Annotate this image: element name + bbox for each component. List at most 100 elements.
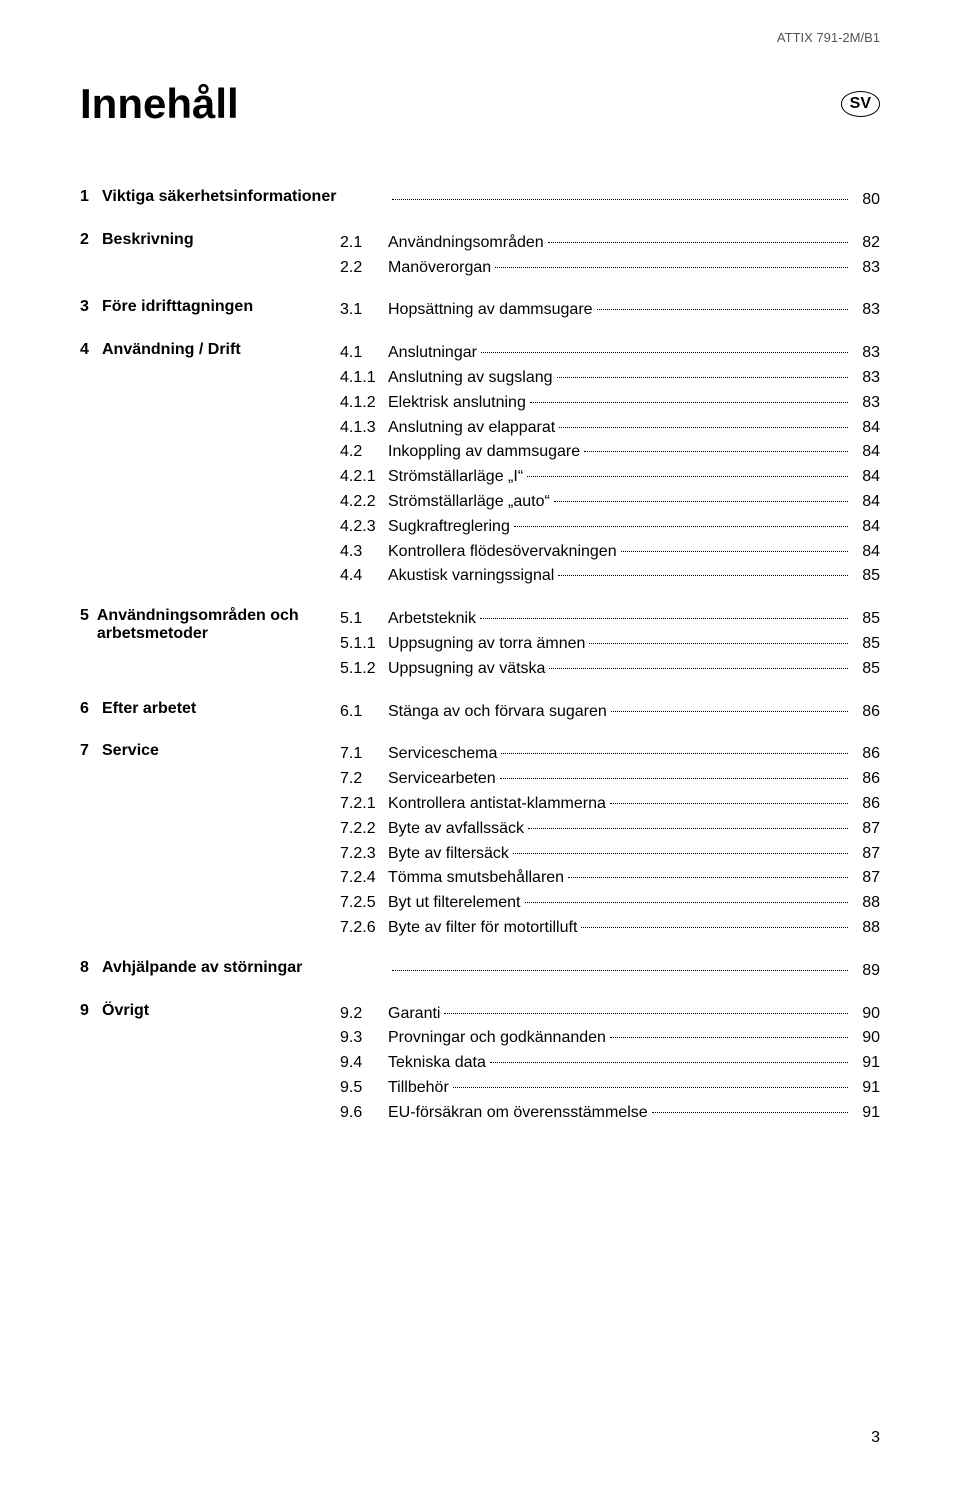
entry-page: 88 <box>852 891 880 916</box>
toc-entry: 4.1Anslutningar83 <box>340 341 880 366</box>
section-entries: 5.1Arbetsteknik855.1.1Uppsugning av torr… <box>340 607 880 681</box>
toc-entry: 6.1Stänga av och förvara sugaren86 <box>340 700 880 725</box>
entry-text: Byte av avfallssäck <box>388 817 524 842</box>
entry-text: Sugkraftreglering <box>388 515 510 540</box>
section-left: 4Användning / Drift <box>80 341 340 359</box>
section-entries: 4.1Anslutningar834.1.1Anslutning av sugs… <box>340 341 880 589</box>
entry-page: 89 <box>852 959 880 984</box>
toc-section: 5Användningsområden och arbetsmetoder5.1… <box>80 607 880 681</box>
entry-page: 90 <box>852 1026 880 1051</box>
entry-number: 9.3 <box>340 1026 388 1051</box>
dot-leader <box>501 753 848 754</box>
entry-number: 4.2.2 <box>340 490 388 515</box>
toc-entry: 4.1.2Elektrisk anslutning83 <box>340 391 880 416</box>
dot-leader <box>581 927 848 928</box>
language-badge: SV <box>841 91 880 116</box>
entry-page: 90 <box>852 1002 880 1027</box>
entry-text: Provningar och godkännanden <box>388 1026 606 1051</box>
entry-page: 85 <box>852 564 880 589</box>
section-left: 2Beskrivning <box>80 231 340 249</box>
toc-section: 6Efter arbetet6.1Stänga av och förvara s… <box>80 700 880 725</box>
entry-number: 2.1 <box>340 231 388 256</box>
toc-entry: 9.3Provningar och godkännanden 90 <box>340 1026 880 1051</box>
section-number: 8 <box>80 959 102 977</box>
dot-leader <box>495 267 848 268</box>
entry-number: 9.6 <box>340 1101 388 1126</box>
entry-page: 85 <box>852 657 880 682</box>
entry-text: Elektrisk anslutning <box>388 391 526 416</box>
entry-number: 4.2.1 <box>340 465 388 490</box>
section-title: Före idrifttagningen <box>102 298 253 316</box>
dot-leader <box>597 309 848 310</box>
entry-text: Byte av filter för motortilluft <box>388 916 577 941</box>
entry-text: Byt ut filterelement <box>388 891 521 916</box>
entry-number: 6.1 <box>340 700 388 725</box>
dot-leader <box>453 1087 848 1088</box>
entry-number: 4.2 <box>340 440 388 465</box>
dot-leader <box>589 643 848 644</box>
toc-entry: 4.2.3Sugkraftreglering84 <box>340 515 880 540</box>
dot-leader <box>611 711 848 712</box>
section-number: 1 <box>80 188 102 206</box>
entry-number: 4.1 <box>340 341 388 366</box>
toc-entry: 7.2Servicearbeten86 <box>340 767 880 792</box>
toc-section: 2Beskrivning2.1Användningsområden822.2Ma… <box>80 231 880 281</box>
section-title: Viktiga säkerhetsinformationer <box>102 188 336 206</box>
entry-number: 4.1.3 <box>340 416 388 441</box>
entry-text: Kontrollera antistat-klammerna <box>388 792 606 817</box>
entry-text: EU-försäkran om överensstämmelse <box>388 1101 648 1126</box>
entry-number: 7.2.5 <box>340 891 388 916</box>
entry-page: 87 <box>852 817 880 842</box>
toc-entry: 9.6EU-försäkran om överensstämmelse91 <box>340 1101 880 1126</box>
toc-section: 3Före idrifttagningen3.1Hopsättning av d… <box>80 298 880 323</box>
dot-leader <box>527 476 848 477</box>
dot-leader <box>621 551 848 552</box>
toc-entry: 89 <box>340 959 880 984</box>
entry-page: 91 <box>852 1076 880 1101</box>
section-number: 6 <box>80 700 102 718</box>
section-left: 6Efter arbetet <box>80 700 340 718</box>
toc-entry: 4.3Kontrollera flödesövervakningen84 <box>340 540 880 565</box>
section-number: 7 <box>80 742 102 760</box>
dot-leader <box>558 575 848 576</box>
dot-leader <box>481 352 848 353</box>
section-title: Användningsområden och arbetsmetoder <box>97 607 340 643</box>
entry-page: 85 <box>852 607 880 632</box>
entry-number: 7.2.4 <box>340 866 388 891</box>
entry-page: 91 <box>852 1051 880 1076</box>
toc-entry: 7.2.4Tömma smutsbehållaren87 <box>340 866 880 891</box>
section-title: Användning / Drift <box>102 341 241 359</box>
entry-text: Byte av filtersäck <box>388 842 509 867</box>
entry-text: Tekniska data <box>388 1051 486 1076</box>
entry-page: 85 <box>852 632 880 657</box>
entry-text: Anslutning av elapparat <box>388 416 555 441</box>
toc-entry: 4.4Akustisk varningssignal85 <box>340 564 880 589</box>
entry-page: 86 <box>852 792 880 817</box>
document-id: ATTIX 791-2M/B1 <box>777 30 880 45</box>
section-left: 7Service <box>80 742 340 760</box>
entry-page: 84 <box>852 540 880 565</box>
entry-page: 83 <box>852 298 880 323</box>
entry-page: 83 <box>852 341 880 366</box>
dot-leader <box>549 668 848 669</box>
entry-text: Akustisk varningssignal <box>388 564 554 589</box>
toc-entry: 5.1Arbetsteknik85 <box>340 607 880 632</box>
entry-text: Stänga av och förvara sugaren <box>388 700 607 725</box>
dot-leader <box>557 377 848 378</box>
toc-section: 7Service7.1Serviceschema867.2Servicearbe… <box>80 742 880 940</box>
section-number: 5 <box>80 607 97 643</box>
dot-leader <box>528 828 848 829</box>
entry-page: 84 <box>852 440 880 465</box>
entry-number: 5.1.1 <box>340 632 388 657</box>
entry-page: 80 <box>852 188 880 213</box>
entry-text: Anslutning av sugslang <box>388 366 553 391</box>
entry-number: 9.5 <box>340 1076 388 1101</box>
entry-number: 5.1 <box>340 607 388 632</box>
entry-text: Strömställarläge „auto“ <box>388 490 550 515</box>
dot-leader <box>490 1062 848 1063</box>
section-left: 3Före idrifttagningen <box>80 298 340 316</box>
entry-number: 2.2 <box>340 256 388 281</box>
dot-leader <box>392 970 848 971</box>
section-number: 9 <box>80 1002 102 1020</box>
dot-leader <box>392 199 848 200</box>
